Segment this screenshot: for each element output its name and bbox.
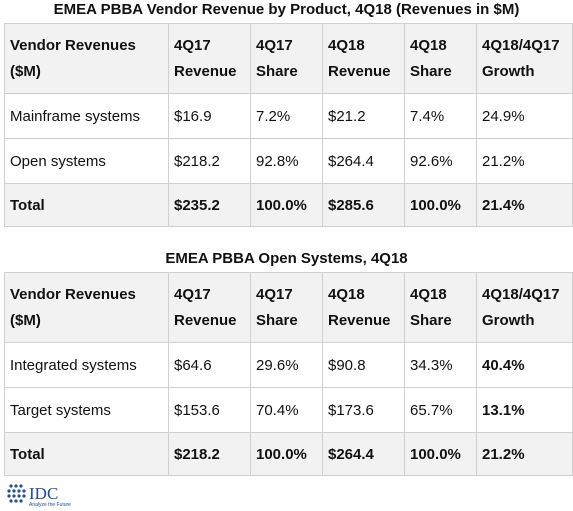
table1-header-row: Vendor Revenues ($M) 4Q17 Revenue 4Q17 S… bbox=[4, 23, 573, 94]
table-cell: Integrated systems bbox=[4, 342, 169, 388]
table1-title: EMEA PBBA Vendor Revenue by Product, 4Q1… bbox=[53, 1, 520, 18]
table2-title: EMEA PBBA Open Systems, 4Q18 bbox=[165, 250, 408, 267]
table-cell: $173.6 bbox=[322, 387, 405, 433]
table-cell: $90.8 bbox=[322, 342, 405, 388]
table-cell: $285.6 bbox=[322, 183, 405, 227]
table-cell: $64.6 bbox=[168, 342, 251, 388]
table-row: Open systems $218.2 92.8% $264.4 92.6% 2… bbox=[4, 138, 573, 184]
table-cell: 92.6% bbox=[404, 138, 477, 184]
column-header: 4Q18 Share bbox=[404, 23, 477, 94]
table-row: Target systems $153.6 70.4% $173.6 65.7%… bbox=[4, 387, 573, 433]
logo-text: IDC bbox=[29, 484, 58, 503]
table-row: Mainframe systems $16.9 7.2% $21.2 7.4% … bbox=[4, 93, 573, 139]
table-cell: 100.0% bbox=[250, 183, 323, 227]
table-cell: $264.4 bbox=[322, 138, 405, 184]
table-cell: $218.2 bbox=[168, 138, 251, 184]
table-cell: Mainframe systems bbox=[4, 93, 169, 139]
table-cell: Target systems bbox=[4, 387, 169, 433]
table-cell: 21.2% bbox=[476, 138, 573, 184]
idc-logo: IDC Analyze the Future bbox=[7, 484, 71, 508]
table-cell: Open systems bbox=[4, 138, 169, 184]
column-header: Vendor Revenues ($M) bbox=[4, 272, 169, 343]
table2: Vendor Revenues ($M) 4Q17 Revenue 4Q17 S… bbox=[4, 272, 573, 476]
column-header: 4Q17 Share bbox=[250, 272, 323, 343]
table-cell: 100.0% bbox=[250, 432, 323, 476]
table-cell: 65.7% bbox=[404, 387, 477, 433]
table-cell: $235.2 bbox=[168, 183, 251, 227]
table-cell: 100.0% bbox=[404, 432, 477, 476]
column-header: Vendor Revenues ($M) bbox=[4, 23, 169, 94]
table-cell: $264.4 bbox=[322, 432, 405, 476]
table-cell: 40.4% bbox=[476, 342, 573, 388]
table-cell: 34.3% bbox=[404, 342, 477, 388]
table-cell: 21.4% bbox=[476, 183, 573, 227]
column-header: 4Q18 Revenue bbox=[322, 272, 405, 343]
table2-header-row: Vendor Revenues ($M) 4Q17 Revenue 4Q17 S… bbox=[4, 272, 573, 343]
table1: Vendor Revenues ($M) 4Q17 Revenue 4Q17 S… bbox=[4, 23, 573, 227]
table-cell: $16.9 bbox=[168, 93, 251, 139]
total-row: Total $218.2 100.0% $264.4 100.0% 21.2% bbox=[4, 432, 573, 476]
column-header: 4Q17 Share bbox=[250, 23, 323, 94]
table-cell: $218.2 bbox=[168, 432, 251, 476]
column-header: 4Q18 Revenue bbox=[322, 23, 405, 94]
logo-tagline: Analyze the Future bbox=[29, 502, 71, 508]
table-cell: 29.6% bbox=[250, 342, 323, 388]
table-cell: 70.4% bbox=[250, 387, 323, 433]
column-header: 4Q17 Revenue bbox=[168, 272, 251, 343]
table-row: Integrated systems $64.6 29.6% $90.8 34.… bbox=[4, 342, 573, 388]
table-cell: $153.6 bbox=[168, 387, 251, 433]
globe-icon bbox=[7, 484, 26, 503]
total-row: Total $235.2 100.0% $285.6 100.0% 21.4% bbox=[4, 183, 573, 227]
table-cell: 21.2% bbox=[476, 432, 573, 476]
table-cell: Total bbox=[4, 183, 169, 227]
column-header: 4Q18/4Q17 Growth bbox=[476, 23, 573, 94]
table-cell: 100.0% bbox=[404, 183, 477, 227]
table-cell: 13.1% bbox=[476, 387, 573, 433]
table-cell: 24.9% bbox=[476, 93, 573, 139]
table-cell: Total bbox=[4, 432, 169, 476]
column-header: 4Q18 Share bbox=[404, 272, 477, 343]
table-cell: 7.2% bbox=[250, 93, 323, 139]
table-cell: 7.4% bbox=[404, 93, 477, 139]
table-cell: 92.8% bbox=[250, 138, 323, 184]
table-cell: $21.2 bbox=[322, 93, 405, 139]
column-header: 4Q18/4Q17 Growth bbox=[476, 272, 573, 343]
column-header: 4Q17 Revenue bbox=[168, 23, 251, 94]
